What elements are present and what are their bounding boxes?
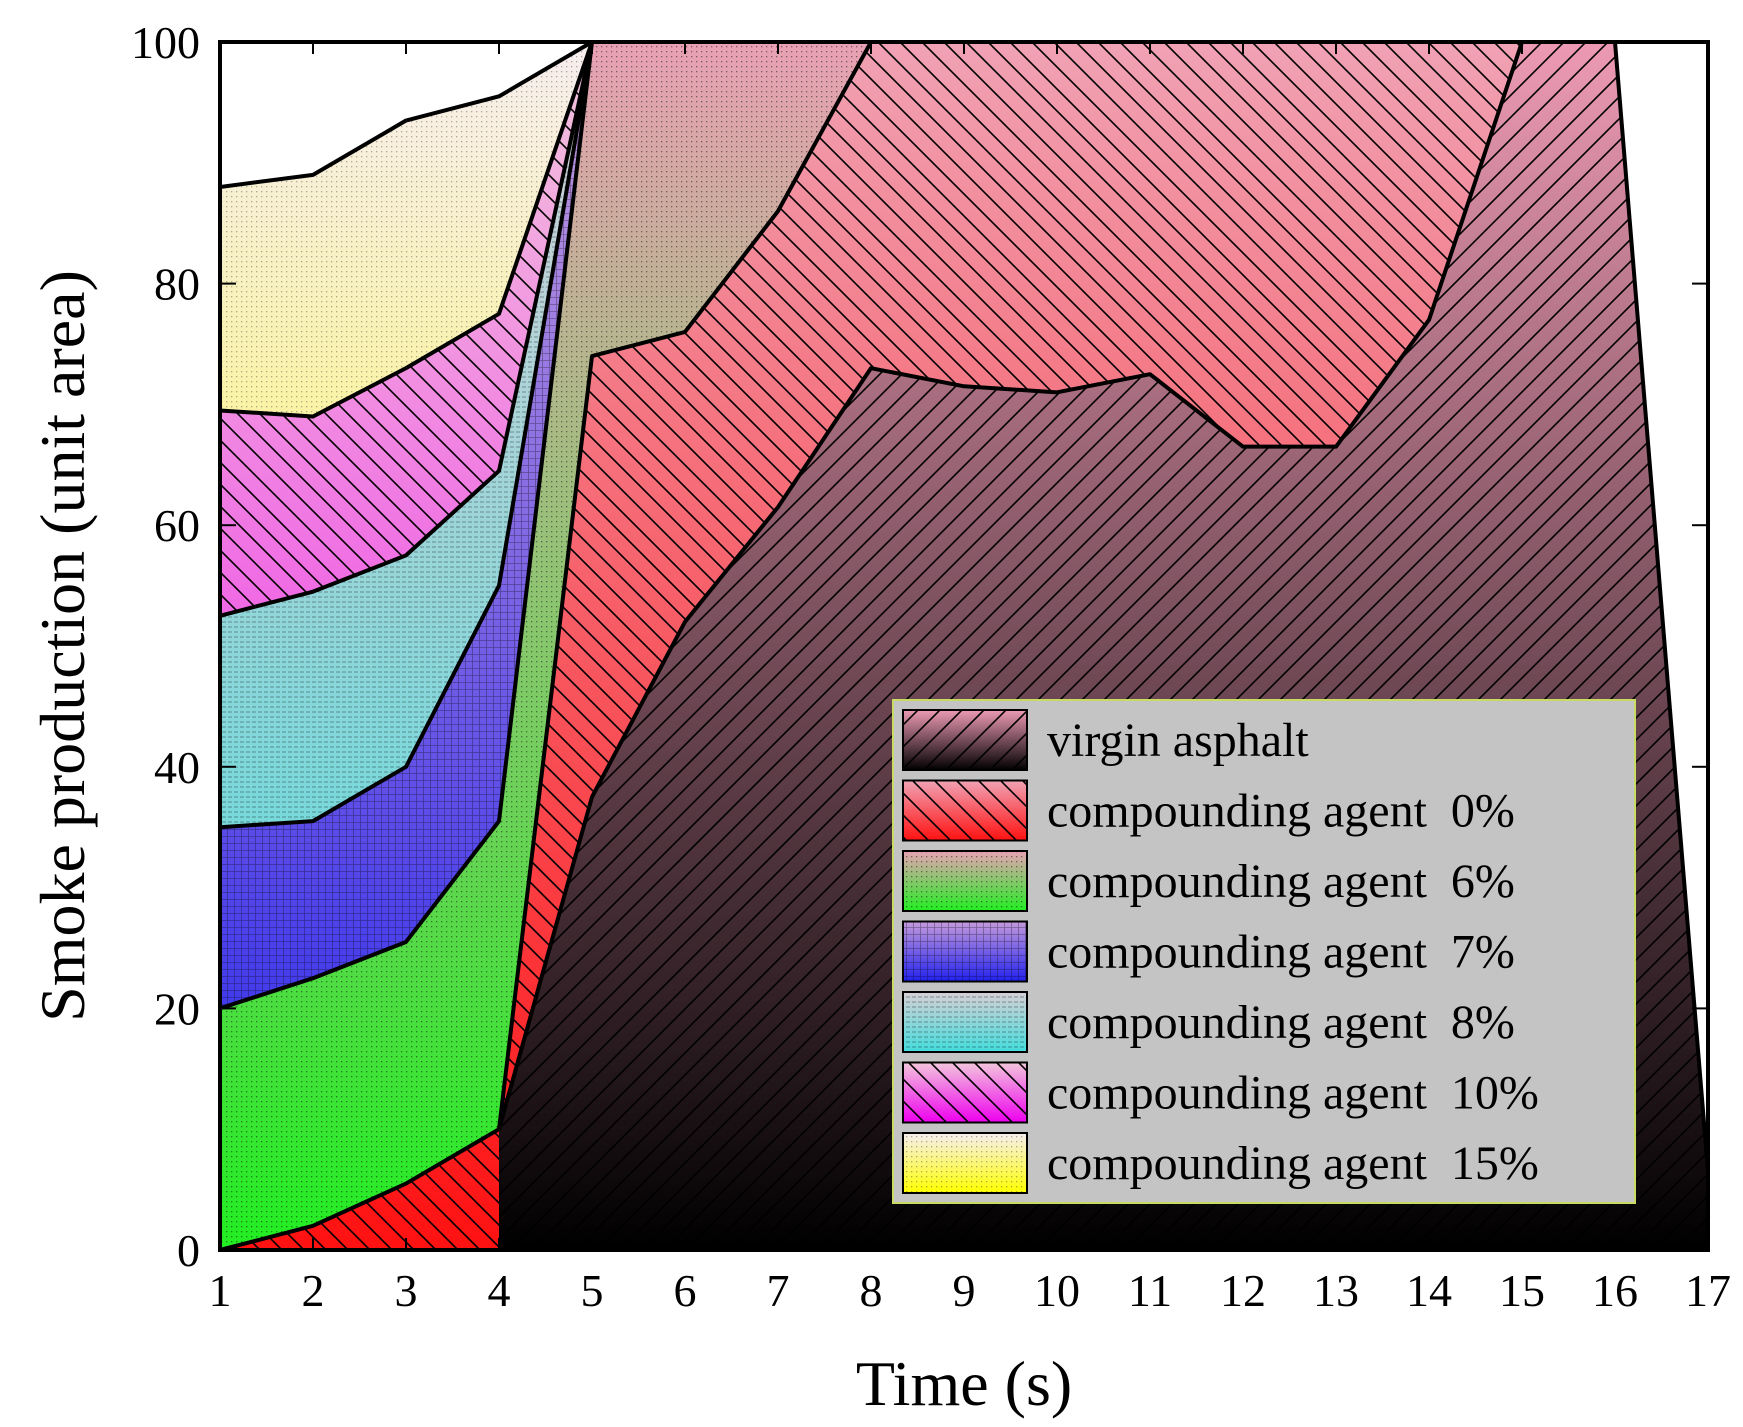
legend-item: compounding agent 0% [902, 779, 1515, 842]
axis-ticks [219, 41, 1709, 1251]
y-axis-title: Smoke production (unit area) [27, 270, 98, 1022]
legend-item: virgin asphalt [902, 709, 1309, 771]
legend-swatch-pattern [902, 1132, 1028, 1194]
x-tick-label: 9 [953, 1265, 976, 1316]
legend-label: compounding agent 0% [1047, 785, 1515, 838]
legend-swatch-pattern [902, 779, 1028, 842]
x-tick-label: 2 [302, 1265, 325, 1316]
x-tick-label: 11 [1128, 1265, 1172, 1316]
legend-label: virgin asphalt [1047, 714, 1309, 767]
x-tick-label: 5 [581, 1265, 604, 1316]
area-outline-compounding-agent-0 [220, 42, 1522, 1250]
y-tick-label: 20 [154, 983, 200, 1034]
legend-swatch-pattern [902, 850, 1028, 912]
area-outline-compounding-agent-10 [220, 42, 594, 419]
x-tick-label: 8 [860, 1265, 883, 1316]
x-tick-labels: 1 2 3 4 5 6 7 8 9 10 11 12 13 14 15 16 17 [209, 1265, 1732, 1316]
legend-swatch-pattern [902, 1061, 1028, 1124]
legend-swatch-pattern [902, 991, 1028, 1053]
x-axis-title: Time (s) [856, 1348, 1072, 1419]
x-tick-label: 6 [674, 1265, 697, 1316]
x-tick-label: 1 [209, 1265, 232, 1316]
y-tick-label: 80 [154, 259, 200, 310]
x-tick-label: 4 [488, 1265, 511, 1316]
legend-item: compounding agent 10% [902, 1061, 1539, 1124]
x-tick-label: 17 [1685, 1265, 1731, 1316]
legend-item: compounding agent 8% [902, 991, 1515, 1053]
x-tick-label: 13 [1313, 1265, 1359, 1316]
x-tick-label: 15 [1499, 1265, 1545, 1316]
area-outline-compounding-agent-15 [220, 42, 594, 189]
y-tick-label: 0 [177, 1225, 200, 1276]
legend-item: compounding agent 6% [902, 850, 1515, 912]
legend-label: compounding agent 15% [1047, 1137, 1539, 1190]
x-tick-label: 16 [1592, 1265, 1638, 1316]
y-tick-labels: 0 20 40 60 80 100 [131, 17, 200, 1276]
legend-swatch-pattern [902, 920, 1028, 983]
x-tick-label: 7 [767, 1265, 790, 1316]
legend-label: compounding agent 10% [1047, 1067, 1539, 1120]
area-outline-virgin-asphalt [497, 42, 1708, 1172]
x-tick-label: 12 [1220, 1265, 1266, 1316]
x-tick-label: 3 [395, 1265, 418, 1316]
x-tick-label: 10 [1034, 1265, 1080, 1316]
y-tick-label: 60 [154, 500, 200, 551]
legend-label: compounding agent 7% [1047, 926, 1515, 979]
area-outline-compounding-agent-6 [220, 42, 871, 1011]
legend-label: compounding agent 6% [1047, 855, 1515, 908]
legend-swatch-pattern [902, 709, 1028, 771]
area-outline-compounding-agent-7 [220, 42, 594, 830]
legend-item: compounding agent 7% [902, 920, 1515, 983]
legend-label: compounding agent 8% [1047, 996, 1515, 1049]
x-tick-label: 14 [1406, 1265, 1452, 1316]
y-tick-label: 100 [131, 17, 200, 68]
legend-item: compounding agent 15% [902, 1132, 1539, 1194]
area-outline-compounding-agent-8 [220, 42, 594, 618]
y-tick-label: 40 [154, 742, 200, 793]
legend-entries: virgin asphalt compounding agent 0% compou… [902, 709, 1539, 1194]
legend: virgin asphalt compounding agent 0% compou… [892, 699, 1636, 1204]
